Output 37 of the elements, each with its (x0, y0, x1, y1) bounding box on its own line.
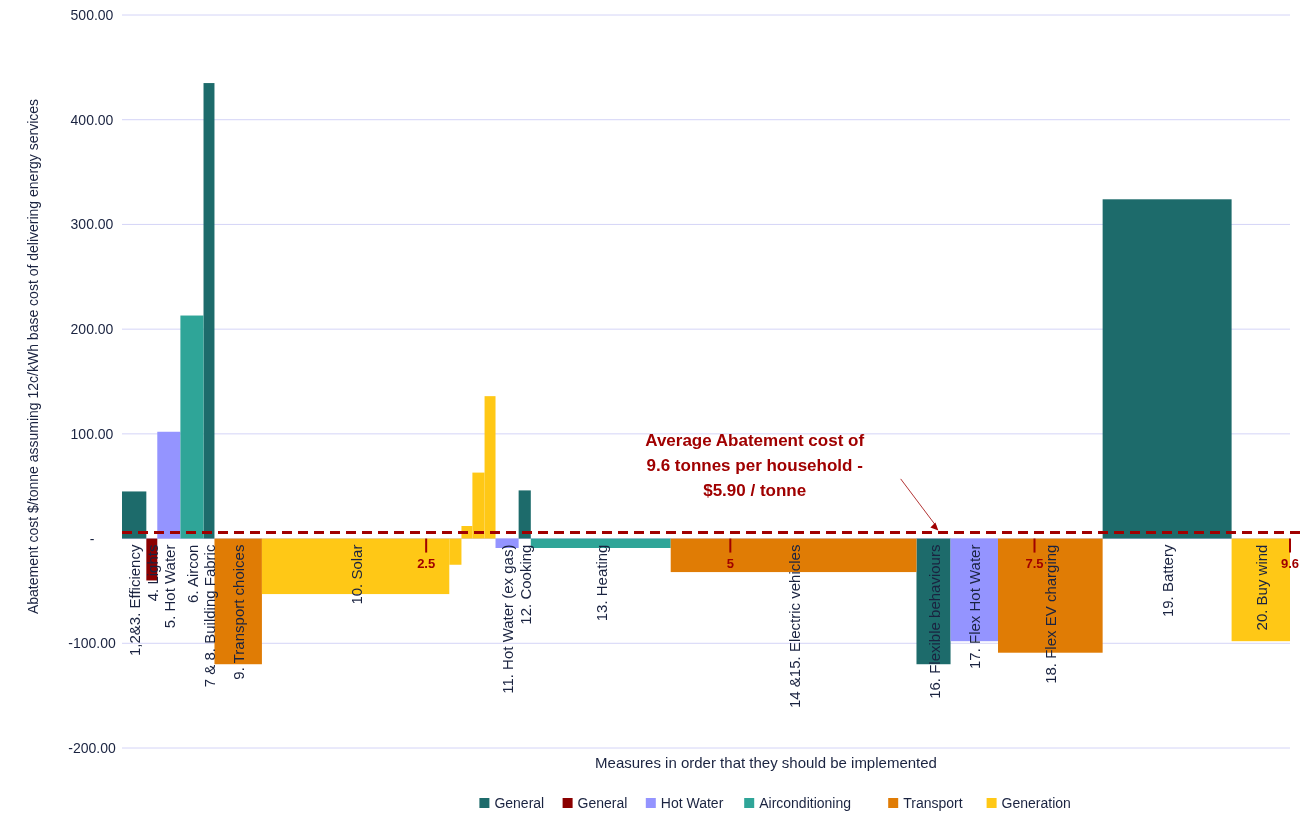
y-tick-label: -200.00 (68, 740, 116, 756)
annotation: 4. Lights (143, 544, 161, 602)
y-axis-title: Abatement cost $/tonne assuming 12c/kWh base cost of delivering energy services (25, 98, 41, 615)
legend-label: General (494, 795, 545, 811)
x-tick-label: 9.6 (1280, 555, 1300, 571)
y-tick-label: 300.00 (70, 216, 114, 233)
annotation: 16. Flexible behaviours (925, 544, 943, 699)
annotation: 14 &15. Electric vehicles (785, 544, 803, 708)
annotation: 19. Battery (1159, 544, 1177, 618)
y-tick-label: 500.00 (70, 7, 114, 23)
annotation: 13. Heating (592, 544, 610, 622)
legend-label: Airconditioning (759, 795, 852, 811)
y-tick-label: 200.00 (70, 321, 114, 338)
x-tick-label: 7.5 (1025, 555, 1044, 571)
x-tick-label: 5 (726, 555, 734, 571)
x-axis-title: Measures in order that they should be implemented (595, 754, 937, 771)
annotation: 7 & 8. Building Fabric (200, 544, 218, 688)
y-tick-label: 400.00 (70, 111, 114, 128)
legend-label: Hot Water (660, 795, 724, 811)
legend-label: Transport (903, 795, 963, 811)
annotation: 1,2&3. Efficiency (126, 544, 144, 657)
ref-line-label: Average Abatement cost of 9.6 tonnes per household - $5.90 / tonne (645, 431, 865, 501)
y-tick-label: -100.00 (68, 635, 116, 652)
y-tick-label: - (89, 530, 95, 547)
x-tick-label: 2.5 (417, 555, 436, 571)
y-tick-label: 100.00 (70, 425, 114, 442)
annotation: 9. Transport choices (230, 544, 248, 680)
annotation: 6. Aircon (183, 544, 201, 603)
annotation: 11. Hot Water (ex gas) (499, 544, 517, 694)
annotation: 17. Flex Hot Water (966, 544, 984, 670)
legend-label: General (577, 795, 628, 811)
annotation: 12. Cooking (516, 544, 534, 625)
legend-label: Generation (1001, 795, 1071, 811)
annotation: 10. Solar (347, 544, 365, 605)
annotation: 20. Buy wind (1252, 544, 1270, 631)
annotation: 5. Hot Water (160, 544, 178, 629)
annotation: 18. Flex EV charging (1042, 544, 1060, 684)
